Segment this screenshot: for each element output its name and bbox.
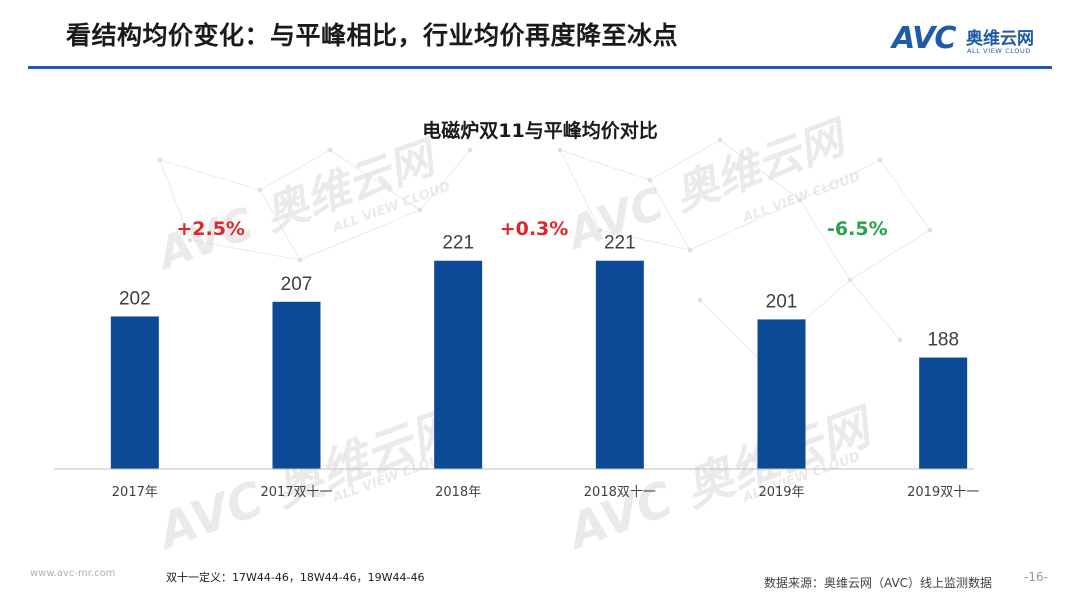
change-annotation: +2.5%: [176, 218, 245, 240]
chart-title: 电磁炉双11与平峰均价对比: [422, 120, 658, 142]
bar: [434, 260, 483, 469]
x-tick-label: 2017双十一: [260, 485, 332, 500]
data-label: 207: [281, 274, 313, 295]
website-url: www.avc-mr.com: [30, 568, 116, 579]
logo-chinese: 奥维云网: [966, 29, 1034, 49]
page-title: 看结构均价变化：与平峰相比，行业均价再度降至冰点: [66, 21, 679, 50]
bar: [110, 316, 159, 469]
page-number: -16-: [1024, 570, 1048, 584]
header-divider: [28, 66, 1052, 69]
change-annotation: -6.5%: [827, 218, 888, 240]
data-label: 202: [119, 288, 151, 309]
x-tick-label: 2017年: [112, 485, 158, 500]
data-label: 201: [766, 291, 798, 312]
x-tick-label: 2019年: [758, 485, 804, 500]
data-label: 188: [927, 330, 959, 351]
bar: [595, 260, 644, 469]
data-source: 数据来源：奥维云网（AVC）线上监测数据: [764, 576, 993, 590]
logo-english: ALL VIEW CLOUD: [967, 47, 1031, 55]
logo-mark: AVC: [892, 21, 956, 56]
x-tick-label: 2018双十一: [584, 485, 656, 500]
data-label: 221: [604, 233, 636, 254]
x-tick-label: 2018年: [435, 485, 481, 500]
data-label: 221: [442, 233, 474, 254]
change-annotation: +0.3%: [500, 218, 569, 240]
bar: [919, 357, 968, 469]
x-tick-label: 2019双十一: [907, 485, 979, 500]
footnote: 双十一定义：17W44-46，18W44-46，19W44-46: [166, 571, 425, 584]
avc-logo: AVC 奥维云网 ALL VIEW CLOUD: [892, 22, 1062, 62]
bar: [757, 319, 806, 469]
bar: [272, 301, 321, 469]
